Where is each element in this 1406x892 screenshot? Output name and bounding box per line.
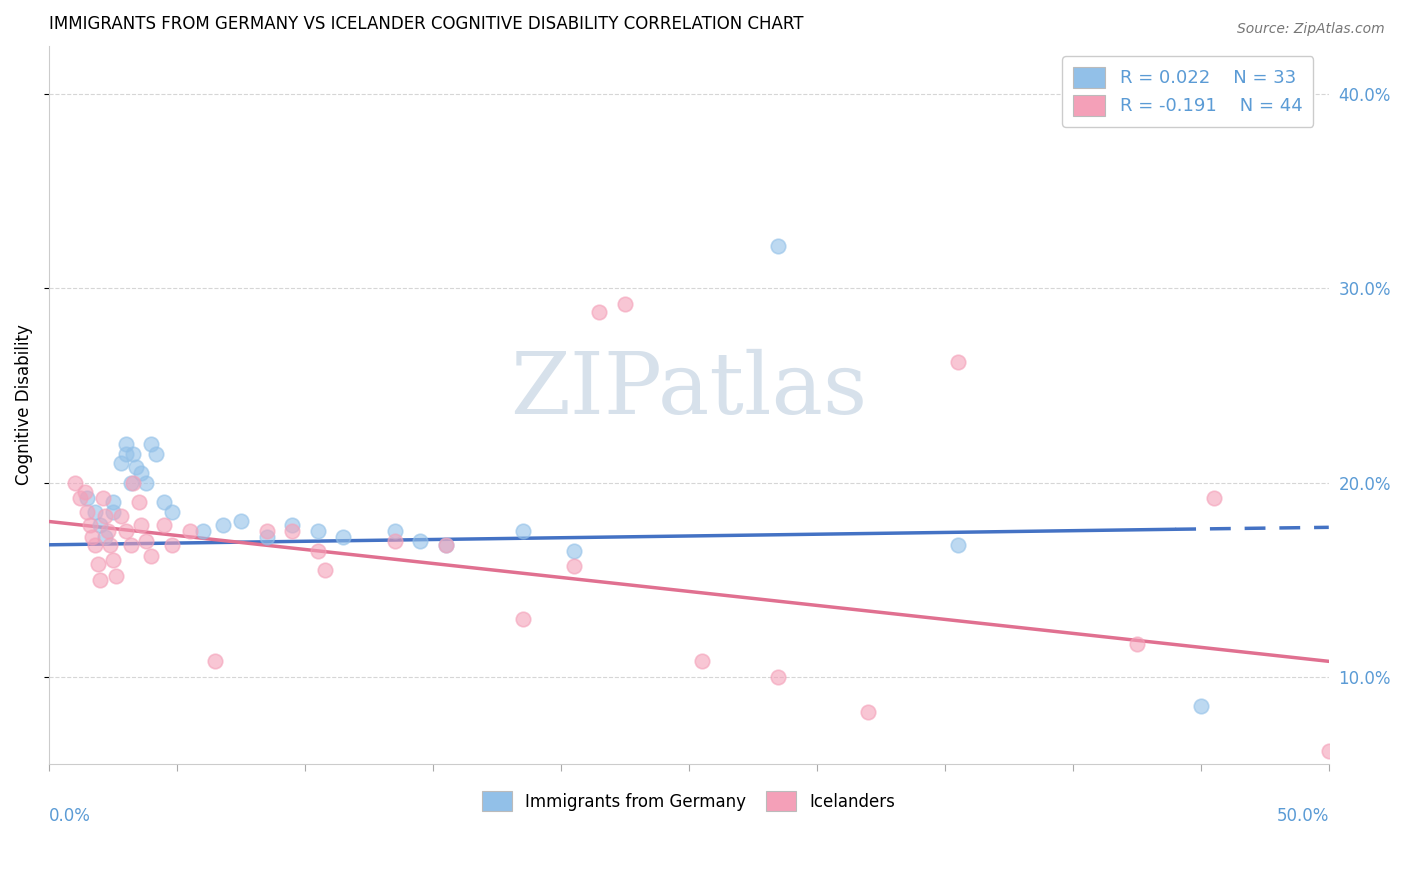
Point [212,518,235,533]
Point [129,466,152,480]
Text: 50.0%: 50.0% [1277,807,1329,825]
Point [281,518,304,533]
Point [104,569,127,583]
Point [160,538,183,552]
Y-axis label: Cognitive Disability: Cognitive Disability [15,325,32,485]
Point [946,355,969,369]
Point [84,505,107,519]
Point [434,538,457,552]
Text: IMMIGRANTS FROM GERMANY VS ICELANDER COGNITIVE DISABILITY CORRELATION CHART: IMMIGRANTS FROM GERMANY VS ICELANDER COG… [49,15,803,33]
Point [204,654,226,668]
Point [179,524,201,539]
Point [114,524,136,539]
Point [82,530,104,544]
Point [384,524,406,539]
Point [97,524,120,539]
Legend: Immigrants from Germany, Icelanders: Immigrants from Germany, Icelanders [472,781,905,821]
Point [141,437,163,451]
Point [120,538,142,552]
Point [191,524,214,539]
Point [1126,637,1149,651]
Point [856,705,879,719]
Point [89,518,111,533]
Point [125,460,148,475]
Point [114,446,136,460]
Point [153,495,176,509]
Point [562,559,585,574]
Text: 0.0%: 0.0% [49,807,91,825]
Point [512,524,534,539]
Point [120,475,142,490]
Point [1189,698,1212,713]
Point [512,612,534,626]
Point [91,491,114,506]
Point [76,505,98,519]
Point [690,654,713,668]
Point [135,475,157,490]
Point [307,543,329,558]
Point [110,456,132,470]
Point [84,538,107,552]
Point [141,549,163,564]
Point [128,495,150,509]
Point [281,524,304,539]
Point [101,505,124,519]
Text: Source: ZipAtlas.com: Source: ZipAtlas.com [1237,22,1385,37]
Point [145,446,167,460]
Point [76,491,98,506]
Point [63,475,86,490]
Point [332,530,354,544]
Point [110,508,132,523]
Point [768,238,790,252]
Point [73,485,96,500]
Point [94,530,117,544]
Point [946,538,969,552]
Point [229,515,252,529]
Point [114,437,136,451]
Point [588,304,610,318]
Point [160,505,183,519]
Point [314,563,336,577]
Point [307,524,329,539]
Point [122,446,145,460]
Point [256,530,278,544]
Point [122,475,145,490]
Point [94,508,117,523]
Point [256,524,278,539]
Point [384,533,406,548]
Point [153,518,176,533]
Point [562,543,585,558]
Point [1317,744,1340,758]
Point [69,491,91,506]
Point [613,297,636,311]
Point [434,538,457,552]
Point [129,518,152,533]
Point [86,558,108,572]
Point [768,670,790,684]
Point [79,518,101,533]
Point [89,573,111,587]
Point [135,533,157,548]
Point [101,553,124,567]
Text: ZIPatlas: ZIPatlas [510,349,868,433]
Point [1202,491,1225,506]
Point [100,538,122,552]
Point [409,533,432,548]
Point [101,495,124,509]
